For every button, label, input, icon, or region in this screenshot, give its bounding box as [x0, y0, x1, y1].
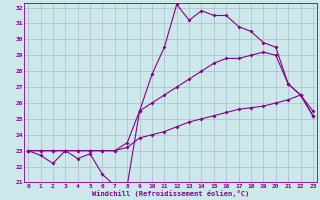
X-axis label: Windchill (Refroidissement éolien,°C): Windchill (Refroidissement éolien,°C)	[92, 190, 249, 197]
